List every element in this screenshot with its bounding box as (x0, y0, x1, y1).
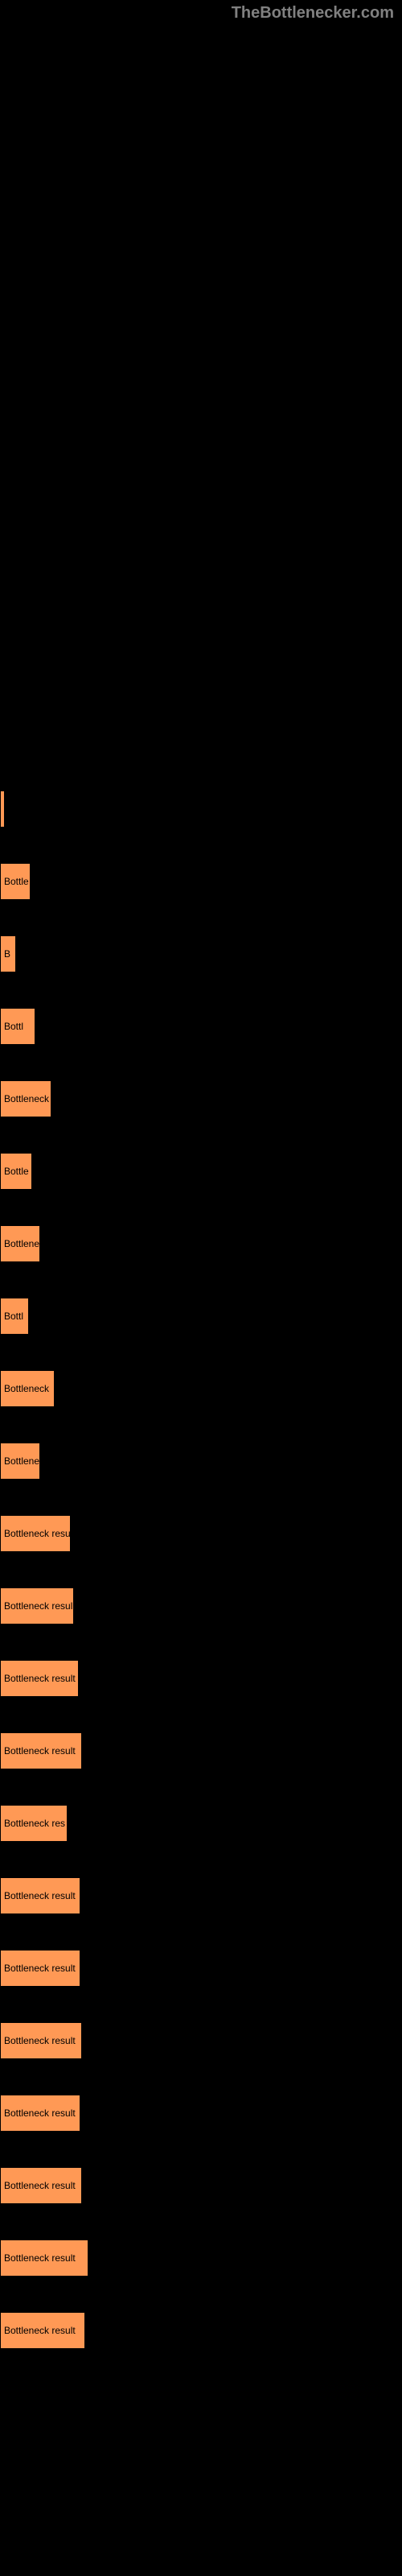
bar: Bottleneck resul (0, 1587, 74, 1624)
bar: Bottleneck resu (0, 1515, 71, 1552)
bar: Bottleneck result (0, 2312, 85, 2349)
bar: Bottl (0, 1008, 35, 1045)
bar-row: Bottleneck (0, 1063, 402, 1135)
bar-row: Bottl (0, 990, 402, 1063)
bar-row: Bottlene (0, 1425, 402, 1497)
bar-row: Bottle (0, 1135, 402, 1208)
bar: Bottleneck (0, 1370, 55, 1407)
bar: Bottleneck result (0, 2167, 82, 2204)
bar: Bottle (0, 1153, 32, 1190)
bar-row: B (0, 918, 402, 990)
bar-row: Bottleneck result (0, 1860, 402, 1932)
bar: Bottleneck result (0, 1732, 82, 1769)
bar-row: Bottle (0, 845, 402, 918)
bar-row: Bottl (0, 1280, 402, 1352)
bar-row: Bottleneck result (0, 1932, 402, 2004)
bar: Bottle (0, 863, 31, 900)
bar (0, 791, 5, 828)
bar: Bottlene (0, 1225, 40, 1262)
bar: Bottleneck result (0, 1950, 80, 1987)
bar-row: Bottlene (0, 1208, 402, 1280)
bar-row: Bottleneck result (0, 2004, 402, 2077)
bar: Bottleneck result (0, 2240, 88, 2277)
bar: Bottleneck result (0, 1660, 79, 1697)
bar-row: Bottleneck resu (0, 1497, 402, 1570)
bar-row: Bottleneck resul (0, 1570, 402, 1642)
bar: Bottleneck result (0, 2095, 80, 2132)
bar-row: Bottleneck result (0, 1642, 402, 1715)
bar-row (0, 773, 402, 845)
bar-row: Bottleneck result (0, 2077, 402, 2149)
bar-row: Bottleneck result (0, 1715, 402, 1787)
bar: Bottleneck result (0, 2022, 82, 2059)
bar: Bottlene (0, 1443, 40, 1480)
bar: B (0, 935, 16, 972)
bar-row: Bottleneck result (0, 2294, 402, 2367)
watermark-text: TheBottlenecker.com (232, 4, 394, 23)
bar-row: Bottleneck result (0, 2222, 402, 2294)
bar: Bottleneck result (0, 1877, 80, 1914)
bar-row: Bottleneck (0, 1352, 402, 1425)
bar-chart: Bottle B Bottl Bottleneck Bottle Bottlene Bott… (0, 773, 402, 2367)
bar: Bottl (0, 1298, 29, 1335)
bar-row: Bottleneck result (0, 2149, 402, 2222)
bar: Bottleneck res (0, 1805, 68, 1842)
bar: Bottleneck (0, 1080, 51, 1117)
bar-row: Bottleneck res (0, 1787, 402, 1860)
